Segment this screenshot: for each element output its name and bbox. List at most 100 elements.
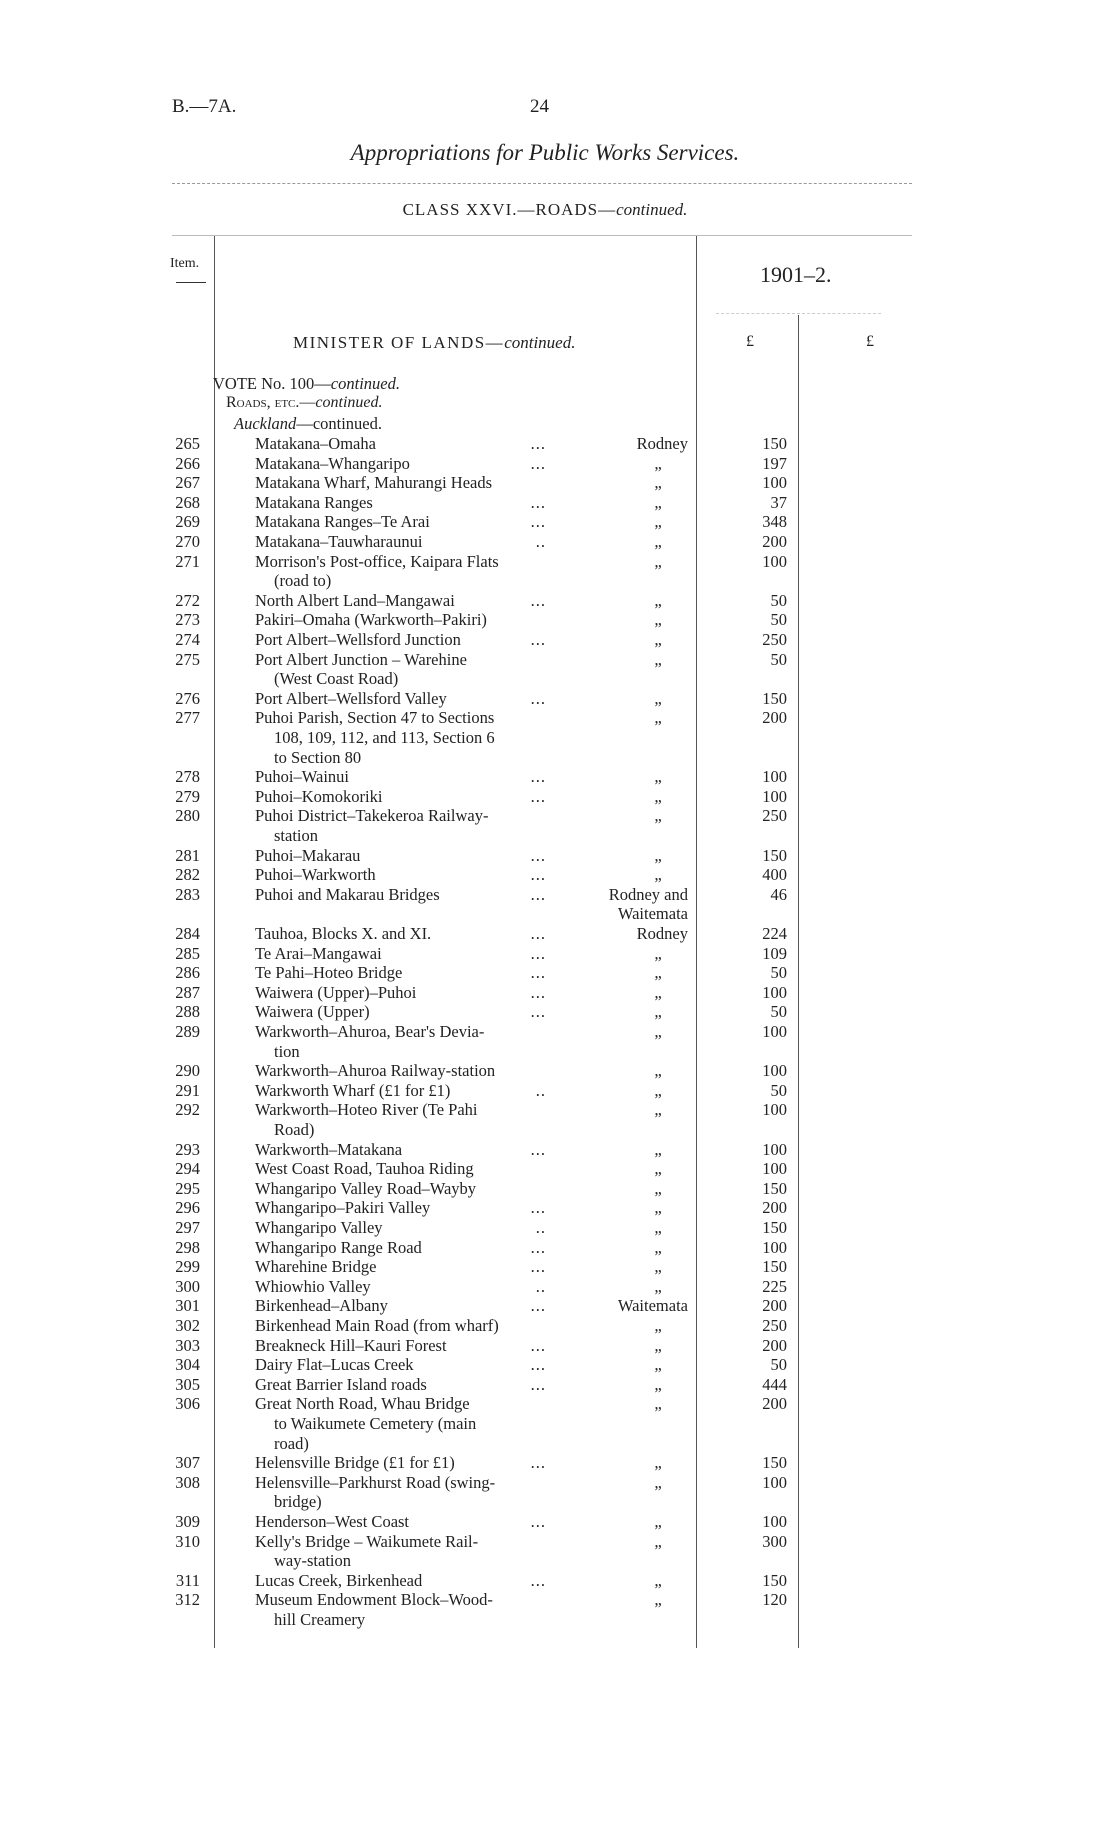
county: „ bbox=[654, 688, 662, 708]
county: „ bbox=[654, 630, 662, 649]
item-number: 287 bbox=[175, 982, 200, 1002]
dot-leader: ... bbox=[530, 1355, 546, 1375]
amount: 200 bbox=[762, 1335, 787, 1355]
road-name: Whangaripo–Pakiri Valley bbox=[255, 1198, 431, 1218]
dot-leader: ... bbox=[530, 434, 546, 453]
county: „ bbox=[654, 590, 662, 610]
item-number: 284 bbox=[175, 924, 200, 943]
road-name: Matakana–Whangaripo bbox=[255, 453, 410, 473]
amount: 200 bbox=[762, 1296, 787, 1316]
county: „ bbox=[654, 1512, 662, 1531]
item-number: 269 bbox=[175, 512, 200, 532]
amount: 100 bbox=[762, 767, 787, 787]
county: „ bbox=[654, 532, 662, 551]
road-name: Whangaripo Valley bbox=[255, 1218, 383, 1237]
amount: 120 bbox=[762, 1590, 787, 1610]
county: „ bbox=[654, 708, 662, 728]
amount: 150 bbox=[762, 434, 787, 453]
road-name: Kelly's Bridge – Waikumete Rail- bbox=[255, 1531, 479, 1551]
road-name: Waiwera (Upper) bbox=[255, 1002, 370, 1022]
item-number: 281 bbox=[175, 845, 200, 865]
dot-leader: ... bbox=[530, 1257, 546, 1277]
road-name: Great Barrier Island roads bbox=[255, 1374, 427, 1394]
county: „ bbox=[654, 943, 662, 963]
road-name: Museum Endowment Block–Wood- bbox=[255, 1590, 493, 1610]
road-name: Breakneck Hill–Kauri Forest bbox=[255, 1335, 447, 1355]
roads-heading: Roads, etc.—continued. bbox=[226, 394, 383, 412]
amount: 400 bbox=[762, 865, 787, 885]
amount: 100 bbox=[762, 1472, 787, 1492]
dot-leader: ... bbox=[530, 1237, 546, 1257]
amount: 150 bbox=[762, 1178, 787, 1198]
divider bbox=[172, 235, 912, 236]
road-name: Birkenhead–Albany bbox=[255, 1296, 388, 1316]
amount: 150 bbox=[762, 688, 787, 708]
county: „ bbox=[654, 982, 662, 1002]
item-number: 295 bbox=[175, 1178, 200, 1198]
vote-heading-main: VOTE No. 100— bbox=[213, 374, 331, 393]
county: „ bbox=[654, 1316, 662, 1335]
road-name: Puhoi–Warkworth bbox=[255, 865, 376, 885]
amount: 200 bbox=[762, 532, 787, 551]
road-name: Morrison's Post-office, Kaipara Flats bbox=[255, 551, 499, 571]
item-number: 299 bbox=[175, 1257, 200, 1277]
road-name: Port Albert Junction – Warehine bbox=[255, 649, 467, 669]
item-number: 298 bbox=[175, 1237, 200, 1257]
dot-leader: ... bbox=[530, 1198, 546, 1218]
item-number: 292 bbox=[175, 1100, 200, 1120]
item-number: 303 bbox=[175, 1335, 200, 1355]
county: „ bbox=[654, 1139, 662, 1159]
item-number: 283 bbox=[175, 884, 200, 904]
road-name: Lucas Creek, Birkenhead bbox=[255, 1570, 423, 1590]
item-number: 273 bbox=[175, 610, 200, 630]
item-number: 280 bbox=[175, 806, 200, 826]
road-name: Warkworth–Hoteo River (Te Pahi bbox=[255, 1100, 478, 1120]
road-name-continuation: to Section 80 bbox=[274, 747, 362, 767]
item-number: 293 bbox=[175, 1139, 200, 1159]
road-name: Puhoi–Komokoriki bbox=[255, 786, 383, 806]
road-name: Port Albert–Wellsford Valley bbox=[255, 688, 447, 708]
item-number: 305 bbox=[175, 1374, 200, 1394]
item-number: 285 bbox=[175, 943, 200, 963]
road-name: Pakiri–Omaha (Warkworth–Pakiri) bbox=[255, 610, 487, 630]
county: „ bbox=[654, 649, 662, 669]
item-number: 294 bbox=[175, 1159, 200, 1179]
road-name: North Albert Land–Mangawai bbox=[255, 590, 455, 610]
road-name-continuation: bridge) bbox=[274, 1492, 322, 1512]
county: „ bbox=[654, 1472, 662, 1492]
road-name: Tauhoa, Blocks X. and XI. bbox=[255, 924, 432, 943]
road-name: Puhoi and Makarau Bridges bbox=[255, 884, 440, 904]
road-name-continuation: tion bbox=[274, 1041, 300, 1061]
amount: 50 bbox=[770, 1002, 788, 1022]
road-name-continuation: station bbox=[274, 825, 318, 845]
road-name: Puhoi District–Takekeroa Railway- bbox=[255, 806, 489, 826]
amount: 100 bbox=[762, 1159, 787, 1179]
county: „ bbox=[654, 786, 662, 806]
county: „ bbox=[654, 512, 662, 532]
road-name-continuation: hill Creamery bbox=[274, 1609, 366, 1629]
item-number: 276 bbox=[175, 688, 200, 708]
county: „ bbox=[654, 1276, 662, 1296]
road-name: Matakana–Omaha bbox=[255, 434, 376, 453]
dot-leader: ... bbox=[530, 943, 546, 963]
amount: 100 bbox=[762, 1237, 787, 1257]
county: „ bbox=[654, 1198, 662, 1218]
year-column-header: 1901–2. bbox=[760, 262, 832, 287]
amount: 50 bbox=[770, 1355, 788, 1375]
amount: 46 bbox=[770, 884, 788, 904]
amount: 224 bbox=[762, 924, 787, 943]
road-name: Whangaripo Range Road bbox=[255, 1237, 422, 1257]
road-name: Warkworth–Ahuroa, Bear's Devia- bbox=[255, 1022, 485, 1041]
dot-leader: ... bbox=[530, 924, 546, 943]
page-title: Appropriations for Public Works Services… bbox=[350, 140, 740, 165]
county: „ bbox=[654, 610, 662, 630]
amount: 150 bbox=[762, 1453, 787, 1473]
dot-leader: ... bbox=[530, 1453, 546, 1473]
amount: 50 bbox=[770, 590, 788, 610]
road-name: Warkworth Wharf (£1 for £1) bbox=[255, 1080, 451, 1100]
amount: 250 bbox=[762, 630, 787, 649]
item-number: 304 bbox=[175, 1355, 200, 1375]
road-name-continuation: to Waikumete Cemetery (main bbox=[274, 1413, 477, 1433]
region-cont: —continued. bbox=[296, 414, 383, 433]
road-name: Matakana–Tauwharaunui bbox=[255, 532, 423, 551]
